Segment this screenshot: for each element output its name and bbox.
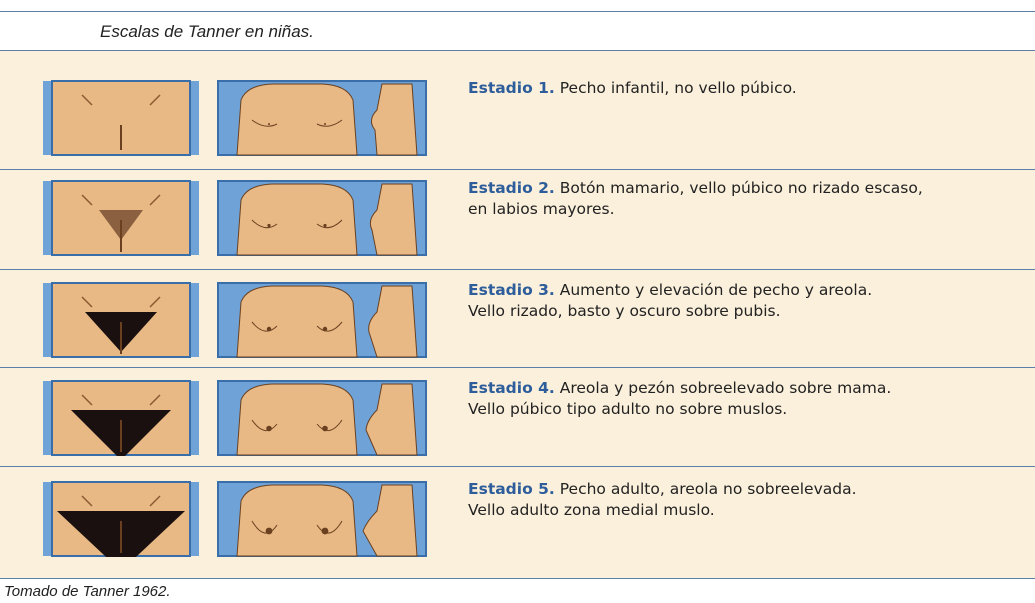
description-text: Botón mamario, vello púbico no rizado es… xyxy=(559,179,923,197)
description-text: Vello rizado, basto y oscuro sobre pubis… xyxy=(468,302,781,320)
stage-text: Estadio 4. Areola y pezón sobreelevado s… xyxy=(468,378,891,420)
breast-illustration xyxy=(217,180,427,256)
description-line: Estadio 5. Pecho adulto, areola no sobre… xyxy=(468,479,857,500)
breast-illustration xyxy=(217,481,427,557)
breast-illustration xyxy=(217,282,427,358)
description-line: Estadio 4. Areola y pezón sobreelevado s… xyxy=(468,378,891,399)
description-line: en labios mayores. xyxy=(468,199,923,220)
pubic-illustration xyxy=(43,282,199,358)
stage-text: Estadio 2. Botón mamario, vello púbico n… xyxy=(468,178,923,220)
stage-label: Estadio 2. xyxy=(468,179,555,197)
stage-label: Estadio 4. xyxy=(468,379,555,397)
title-rule xyxy=(0,50,1035,51)
description-text: en labios mayores. xyxy=(468,200,615,218)
stage-text: Estadio 5. Pecho adulto, areola no sobre… xyxy=(468,479,857,521)
pubic-illustration xyxy=(43,380,199,456)
row-separator xyxy=(0,169,1035,170)
pubic-illustration xyxy=(43,481,199,557)
row-separator xyxy=(0,269,1035,270)
breast-illustration xyxy=(217,380,427,456)
description-text: Vello adulto zona medial muslo. xyxy=(468,501,715,519)
row-separator xyxy=(0,367,1035,368)
title: Escalas de Tanner en niñas. xyxy=(100,22,314,41)
description-line: Vello púbico tipo adulto no sobre muslos… xyxy=(468,399,891,420)
stage-text: Estadio 1. Pecho infantil, no vello púbi… xyxy=(468,78,797,99)
description-text: Areola y pezón sobreelevado sobre mama. xyxy=(559,379,892,397)
breast-illustration xyxy=(217,80,427,156)
description-line: Estadio 2. Botón mamario, vello púbico n… xyxy=(468,178,923,199)
source-note: Tomado de Tanner 1962. xyxy=(4,583,171,600)
row-separator xyxy=(0,466,1035,467)
description-text: Pecho adulto, areola no sobreelevada. xyxy=(559,480,857,498)
table-body: Estadio 1. Pecho infantil, no vello púbi… xyxy=(0,51,1035,578)
description-text: Aumento y elevación de pecho y areola. xyxy=(559,281,873,299)
stage-label: Estadio 1. xyxy=(468,79,555,97)
stage-text: Estadio 3. Aumento y elevación de pecho … xyxy=(468,280,872,322)
stage-label: Estadio 5. xyxy=(468,480,555,498)
description-line: Estadio 1. Pecho infantil, no vello púbi… xyxy=(468,78,797,99)
stage-label: Estadio 3. xyxy=(468,281,555,299)
description-line: Estadio 3. Aumento y elevación de pecho … xyxy=(468,280,872,301)
description-line: Vello adulto zona medial muslo. xyxy=(468,500,857,521)
description-line: Vello rizado, basto y oscuro sobre pubis… xyxy=(468,301,872,322)
description-text: Pecho infantil, no vello púbico. xyxy=(559,79,797,97)
bottom-rule xyxy=(0,578,1035,579)
top-rule xyxy=(0,11,1035,12)
pubic-illustration xyxy=(43,180,199,256)
pubic-illustration xyxy=(43,80,199,156)
description-text: Vello púbico tipo adulto no sobre muslos… xyxy=(468,400,788,418)
